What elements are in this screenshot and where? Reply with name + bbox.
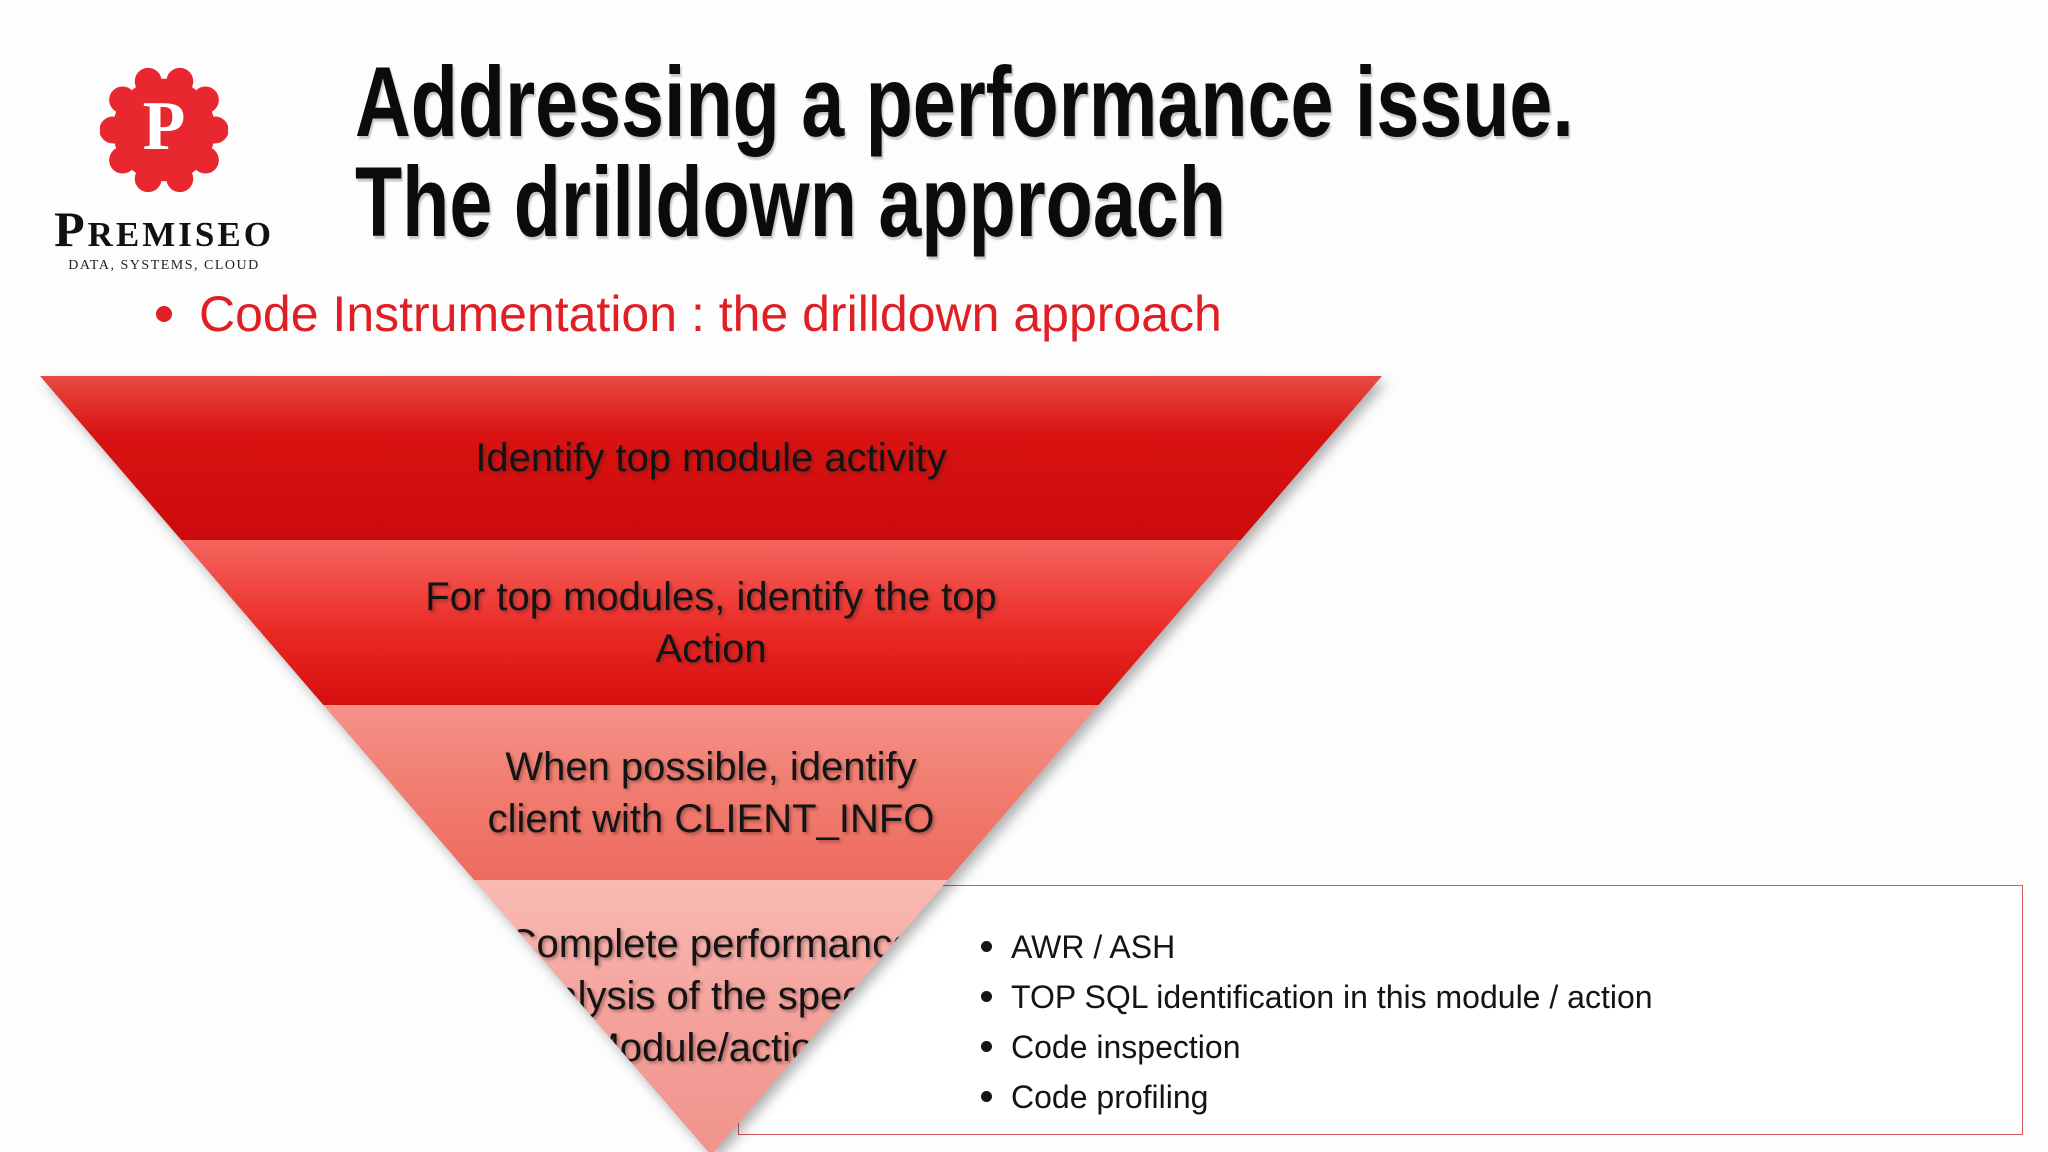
pyramid-shape: Identify top module activity For top mod… [40, 376, 1382, 1152]
pyramid-level-4-line-3: Module/action [586, 1025, 836, 1070]
list-item: Code inspection [979, 1022, 1653, 1072]
logo-tagline: DATA, SYSTEMS, CLOUD [68, 258, 260, 273]
list-item: TOP SQL identification in this module / … [979, 972, 1653, 1022]
pyramid-level-2-line-2: Action [655, 626, 767, 671]
section-heading-text: Code Instrumentation : the drilldown app… [199, 286, 1222, 342]
bullet-icon [156, 306, 172, 322]
logo-letter: P [142, 88, 186, 165]
pyramid-level-3-line-2: client with CLIENT_INFO [487, 796, 935, 841]
page-title: Addressing a performance issue. The dril… [355, 52, 1574, 252]
pyramid-level-1-line-1: Identify top module activity [475, 436, 947, 480]
pyramid-level-1: Identify top module activity [40, 376, 1382, 540]
detail-list: AWR / ASH TOP SQL identification in this… [979, 922, 1653, 1122]
title-line-2: The drilldown approach [355, 146, 1226, 257]
logo-brand-name: Premiseo [54, 201, 274, 257]
pyramid-level-4-line-2: analysis of the specific [510, 973, 912, 1018]
pyramid-level-4: Complete performance analysis of the spe… [40, 880, 1382, 1152]
list-item: AWR / ASH [979, 922, 1653, 972]
title-line-1: Addressing a performance issue. [355, 46, 1574, 157]
pyramid-level-4-line-1: Complete performance [507, 921, 915, 966]
pyramid-level-3-line-1: When possible, identify [505, 744, 917, 789]
premiseo-logo: P Premiseo DATA, SYSTEMS, CLOUD [38, 66, 290, 274]
pyramid-level-3: When possible, identify client with CLIE… [40, 705, 1382, 880]
detail-box: AWR / ASH TOP SQL identification in this… [738, 885, 2023, 1135]
drilldown-pyramid: Identify top module activity For top mod… [40, 376, 1382, 1152]
list-item: Code profiling [979, 1072, 1653, 1122]
premiseo-badge-icon: P [100, 66, 228, 194]
section-heading: Code Instrumentation : the drilldown app… [156, 284, 1222, 344]
seal-badge-icon [100, 67, 228, 193]
pyramid-level-2: For top modules, identify the top Action [40, 540, 1382, 705]
pyramid-level-2-line-1: For top modules, identify the top [425, 574, 997, 619]
